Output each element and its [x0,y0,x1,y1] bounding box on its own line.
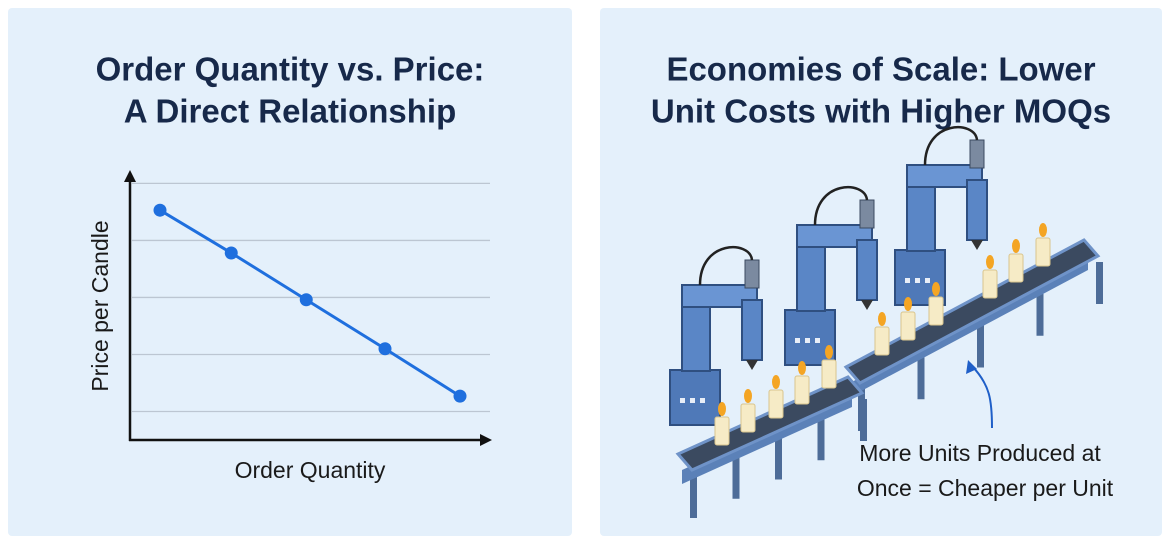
robot-cable [698,246,754,286]
point [153,203,167,217]
x-axis-label: Order Quantity [235,457,386,483]
conveyor-belt [675,375,865,472]
conveyor-leg [732,456,740,499]
robot-arm [681,284,758,308]
point [224,246,238,260]
plot [153,203,467,403]
factory-illustration [669,126,1103,518]
candle [900,311,916,341]
flame [904,297,912,311]
conveyor-leg [917,357,925,400]
candle [768,389,784,419]
chart-title: A Direct Relationship [124,93,457,130]
y-axis-label: Price per Candle [87,220,113,391]
robot-base [669,369,721,426]
caption-arrow [971,365,993,429]
flame [932,282,940,296]
caption: More Units Produced at [859,440,1101,466]
robot-arm [906,164,983,188]
flame [718,402,726,416]
robot-cable [813,186,869,226]
conveyor-leg [860,399,867,441]
robot-motor [969,139,985,169]
point [299,293,313,307]
conveyor-leg [775,437,782,480]
robot-light [805,338,810,343]
robot-light [690,398,695,403]
flame [798,361,806,375]
illustration-title: Unit Costs with Higher MOQs [651,93,1111,130]
caption-arrowhead [966,360,977,374]
robot-motor [744,259,760,289]
y-axis-arrow [124,170,136,182]
conveyor-leg [817,418,825,461]
candle [1035,237,1051,267]
robot-arm-down [741,299,763,361]
candle [928,296,944,326]
robot-light [925,278,930,283]
flame [878,312,886,326]
illustration-title: Economies of Scale: Lower [666,51,1095,88]
point [378,342,392,356]
axes [124,170,492,446]
candle [982,269,998,299]
conveyor-leg [1096,262,1103,304]
robot-cable [923,126,979,166]
robot-nozzle [861,300,873,310]
conveyor-leg [977,325,984,368]
robot-nozzle [746,360,758,370]
right-panel [600,8,1162,536]
left-panel [8,8,572,536]
robot-light [905,278,910,283]
candle [714,416,730,446]
flame [1039,223,1047,237]
robot-light [700,398,705,403]
caption: Once = Cheaper per Unit [857,475,1114,501]
point [453,389,467,403]
robot-light [815,338,820,343]
robot-arm [796,224,873,248]
robot-light [680,398,685,403]
candle [794,375,810,405]
candle [1008,253,1024,283]
x-axis-arrow [480,434,492,446]
robot-light [915,278,920,283]
flame [825,345,833,359]
conveyor-leg [1036,293,1044,336]
candle [874,326,890,356]
flame [772,375,780,389]
flame [1012,239,1020,253]
robot-light [795,338,800,343]
candle [821,359,837,389]
robot-motor [859,199,875,229]
chart-title: Order Quantity vs. Price: [96,51,485,88]
robot-nozzle [971,240,983,250]
flame [986,255,994,269]
flame [744,389,752,403]
conveyor-leg [690,476,697,518]
candle [740,403,756,433]
robot-arm-down [966,179,988,241]
conveyor-belt [843,238,1101,385]
robot-arm-down [856,239,878,301]
